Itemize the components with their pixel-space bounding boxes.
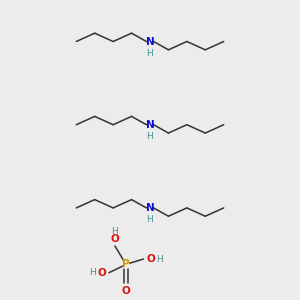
Text: H: H — [112, 227, 118, 236]
Text: O: O — [111, 235, 119, 244]
Text: H: H — [90, 268, 96, 277]
Text: H: H — [156, 254, 163, 263]
Text: H: H — [147, 132, 153, 141]
Text: H: H — [147, 215, 153, 224]
Text: H: H — [147, 49, 153, 58]
Text: O: O — [122, 286, 130, 296]
Text: O: O — [97, 268, 106, 278]
Text: O: O — [146, 254, 155, 264]
Text: N: N — [146, 37, 154, 46]
Text: P: P — [122, 260, 130, 269]
Text: N: N — [146, 203, 154, 213]
Text: N: N — [146, 120, 154, 130]
